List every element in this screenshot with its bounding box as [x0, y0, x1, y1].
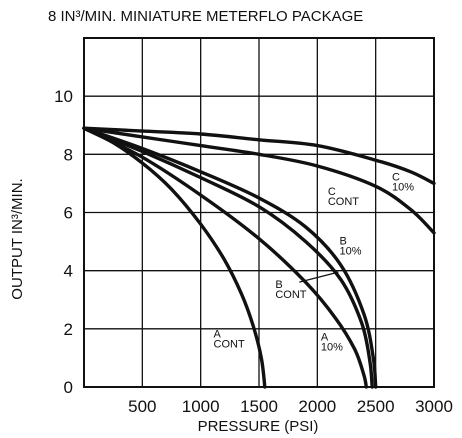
curve-b-10	[82, 126, 378, 389]
annotation-letter: C	[328, 186, 336, 198]
curve-a-10	[82, 126, 368, 389]
annotation-mode: CONT	[275, 289, 306, 301]
chart-title: 8 IN³/MIN. MINIATURE METERFLO PACKAGE	[48, 8, 363, 25]
annotation-mode: CONT	[214, 339, 245, 351]
y-tick-label-10: 10	[54, 87, 73, 106]
annotation-leader-b-cont	[299, 271, 339, 283]
annotation-mode: 10%	[340, 245, 362, 257]
x-tick-label-1500: 1500	[240, 397, 278, 416]
annotation-letter: A	[214, 329, 222, 341]
annotation-letter: B	[275, 279, 282, 291]
annotation-letter: B	[340, 235, 347, 247]
series-curves	[82, 126, 436, 389]
y-tick-label-4: 4	[64, 262, 73, 281]
annotation-c-10-: C10%	[392, 172, 414, 194]
x-tick-label-500: 500	[128, 397, 156, 416]
y-tick-label-8: 8	[64, 145, 73, 164]
annotation-letter: C	[392, 172, 400, 184]
annotation-letter: A	[321, 331, 329, 343]
y-tick-label-6: 6	[64, 204, 73, 223]
x-tick-label-2000: 2000	[298, 397, 336, 416]
curve-b-cont	[82, 126, 374, 389]
x-axis-label: PRESSURE (PSI)	[198, 418, 319, 435]
annotation-mode: CONT	[328, 196, 359, 208]
x-tick-label-2500: 2500	[357, 397, 395, 416]
x-tick-label-3000: 3000	[415, 397, 453, 416]
curve-c-cont	[82, 126, 436, 235]
y-tick-label-2: 2	[64, 320, 73, 339]
y-axis-label: OUTPUT IN³/MIN.	[9, 178, 26, 299]
curve-a-cont	[82, 126, 267, 389]
curve-c-10	[82, 126, 436, 186]
annotation-a-10-: A10%	[321, 331, 343, 353]
x-tick-labels: 500 1000 1500 2000 2500 3000	[128, 397, 453, 416]
plot-frame	[83, 37, 435, 388]
y-tick-labels: 0 2 4 6 8 10	[54, 87, 73, 397]
x-tick-label-1000: 1000	[182, 397, 220, 416]
annotation-mode: 10%	[392, 182, 414, 194]
y-tick-label-0: 0	[64, 378, 73, 397]
annotation-b-10-: B10%	[340, 235, 362, 257]
grid	[84, 38, 435, 387]
annotation-mode: 10%	[321, 341, 343, 353]
